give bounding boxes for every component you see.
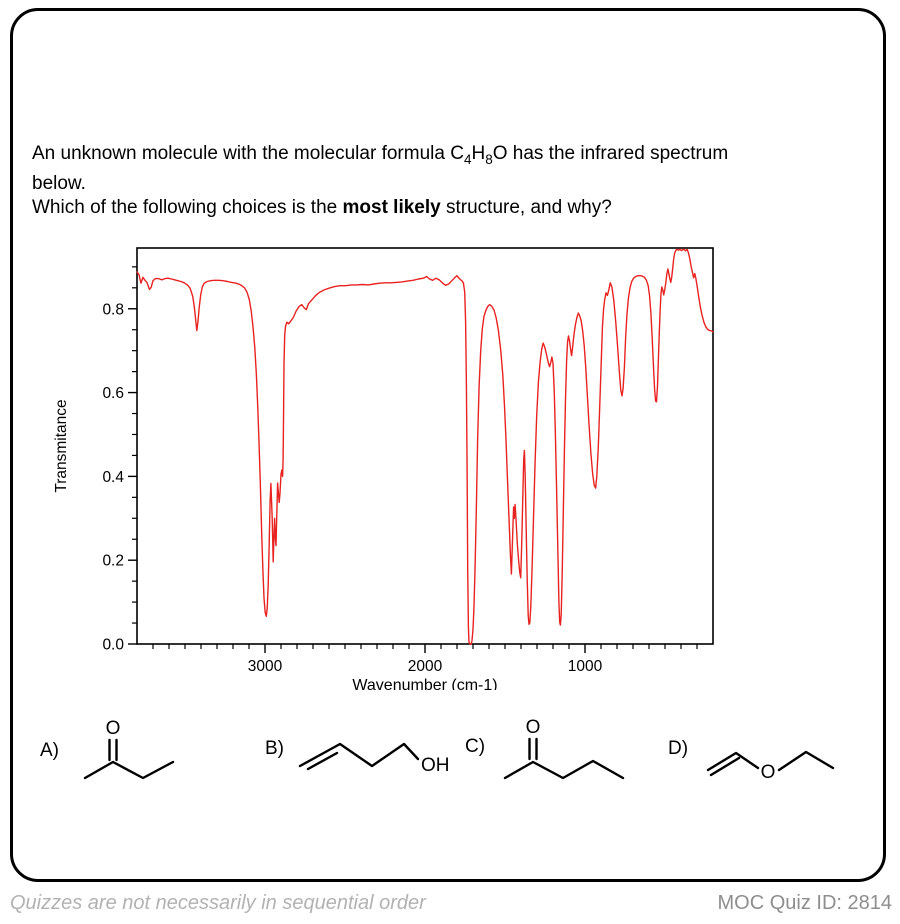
carbon-skeleton [298,742,420,768]
svg-text:1000: 1000 [568,658,603,675]
double-bond-line [709,756,741,777]
carbon-skeleton [503,759,625,780]
vinyl-skeleton [706,751,760,772]
choice-a-structure-2-butanone[interactable]: O [78,702,188,792]
choice-b-label: B) [265,738,284,759]
carbon-skeleton [83,760,175,780]
choice-d-label: D) [668,738,689,759]
choice-c-structure-2-pentanone[interactable]: O [498,700,633,792]
choice-d-structure-ethyl-vinyl-ether[interactable]: O [700,702,845,792]
question-line2: below. [32,172,86,194]
quiz-id: MOC Quiz ID: 2814 [717,892,892,914]
choice-a-label: A) [40,740,59,761]
carbonyl-oxygen-label: O [526,717,541,738]
question-line3: Which of the following choices is the mo… [32,196,612,218]
svg-text:0.2: 0.2 [102,553,124,570]
svg-text:0.8: 0.8 [102,301,124,318]
svg-text:0.0: 0.0 [102,637,124,654]
hydroxyl-label: OH [421,755,450,776]
ir-spectrum-chart: 3000 2000 1000 0.0 0.2 0.4 0.6 0.8 Wavenumber (c… [40,238,740,694]
double-bond-line [306,751,339,771]
ir-spectrum-svg: 3000 2000 1000 0.0 0.2 0.4 0.6 0.8 Wavenumber (c… [53,247,714,694]
svg-text:2000: 2000 [408,658,443,675]
svg-text:0.4: 0.4 [102,469,124,486]
svg-text:Transmitance: Transmitance [53,399,70,492]
choice-b-structure-2-buten-1-ol[interactable]: OH [295,702,460,792]
carbonyl-oxygen-label: O [106,718,121,739]
question-text: An unknown molecule with the molecular f… [32,142,877,220]
choice-c-label: C) [465,736,486,757]
ether-oxygen-label: O [761,762,776,783]
ethyl-skeleton [777,750,835,772]
question-line1: An unknown molecule with the molecular f… [32,143,729,167]
svg-text:0.6: 0.6 [102,385,124,402]
svg-text:3000: 3000 [248,658,283,675]
footer-note: Quizzes are not necessarily in sequentia… [10,892,426,914]
bold-most-likely: most likely [342,196,441,218]
question-card-border [10,8,886,882]
svg-text:Wavenumber (cm-1): Wavenumber (cm-1) [352,677,497,690]
